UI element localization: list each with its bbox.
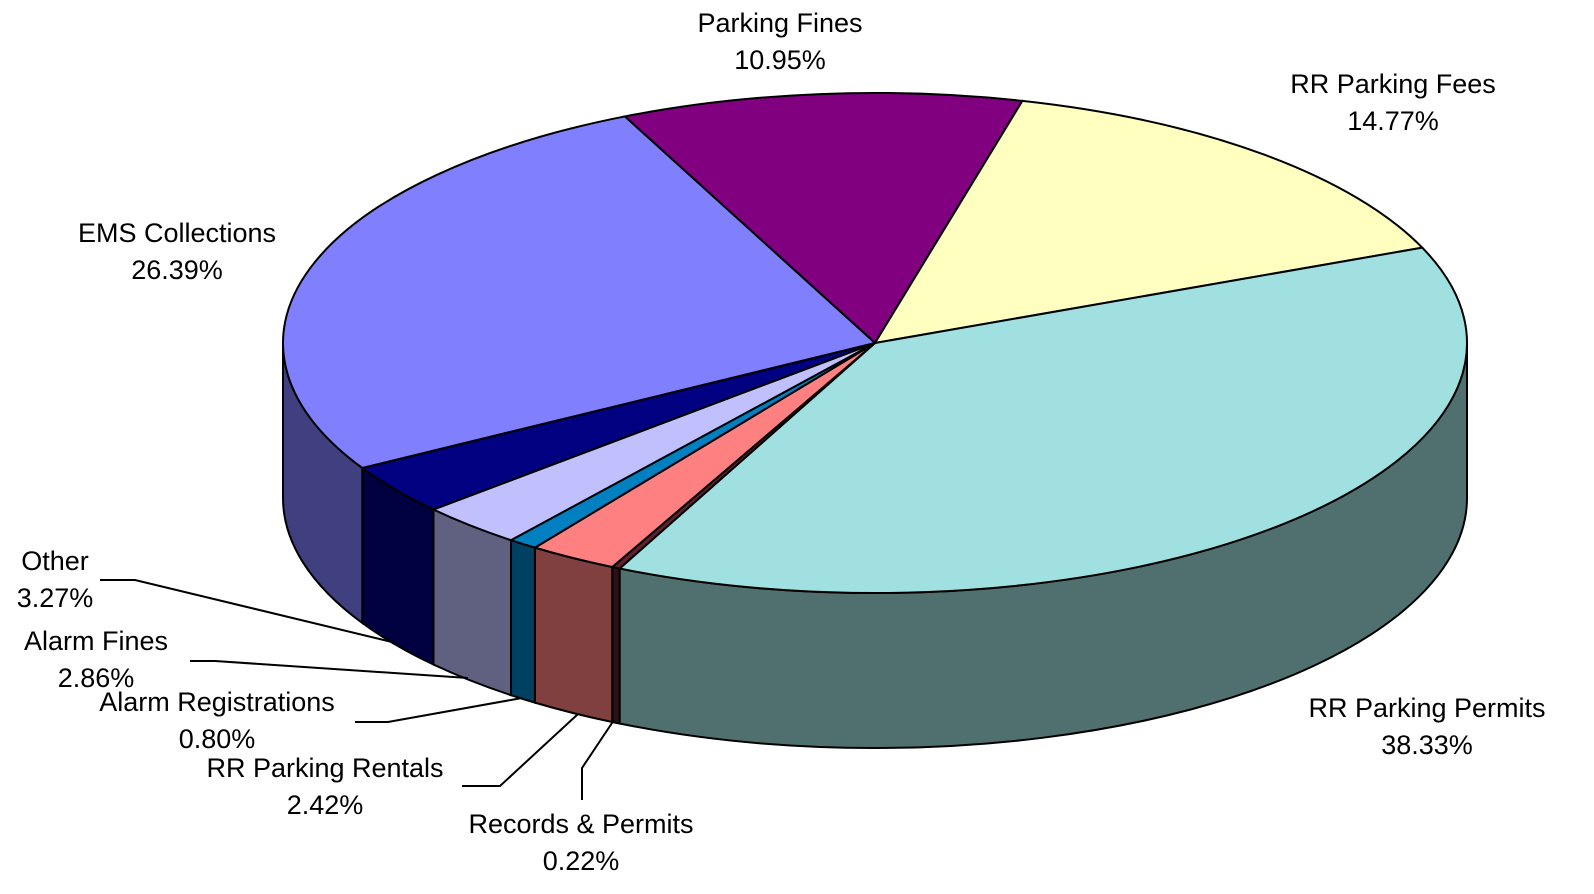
value-label: 26.39% (131, 255, 223, 285)
value-label: 0.80% (179, 724, 256, 754)
slice (282, 115, 878, 470)
slice-side (533, 546, 614, 724)
slice-side (432, 507, 513, 697)
slice-side (611, 565, 621, 725)
slice-label: RR Parking Rentals (206, 753, 443, 783)
pie (282, 92, 1468, 749)
slice (617, 246, 1468, 594)
leader-line (462, 713, 579, 787)
slice-label: RR Parking Fees (1290, 69, 1496, 99)
value-label: 10.95% (734, 45, 826, 75)
slice-label: RR Parking Permits (1308, 693, 1545, 723)
value-label: 14.77% (1347, 106, 1439, 136)
slice (872, 99, 1425, 345)
slice-label: EMS Collections (78, 218, 276, 248)
slice-label: Parking Fines (697, 8, 862, 38)
value-label: 2.42% (287, 790, 364, 820)
value-label: 0.22% (543, 846, 620, 876)
leader-line (581, 719, 615, 800)
slice-side (510, 538, 536, 704)
leader-line (355, 697, 523, 723)
value-label: 3.27% (17, 583, 94, 613)
slice-label: Records & Permits (468, 809, 693, 839)
value-label: 38.33% (1381, 730, 1473, 760)
leader-line (190, 660, 469, 679)
slice-label: Other (21, 546, 89, 576)
slice (622, 92, 1025, 345)
slice-label: Alarm Registrations (99, 687, 335, 717)
slice-label: Alarm Fines (24, 626, 168, 656)
value-label: 2.86% (58, 663, 135, 693)
leader-line (100, 579, 393, 643)
